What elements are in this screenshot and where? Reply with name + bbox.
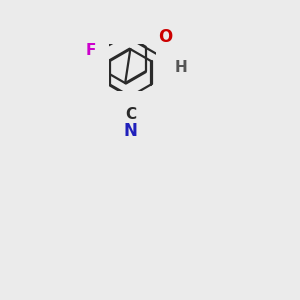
Text: C: C [125, 106, 136, 122]
Text: F: F [85, 44, 96, 59]
Text: O: O [158, 28, 172, 46]
Text: N: N [123, 122, 137, 140]
Text: H: H [175, 60, 188, 75]
